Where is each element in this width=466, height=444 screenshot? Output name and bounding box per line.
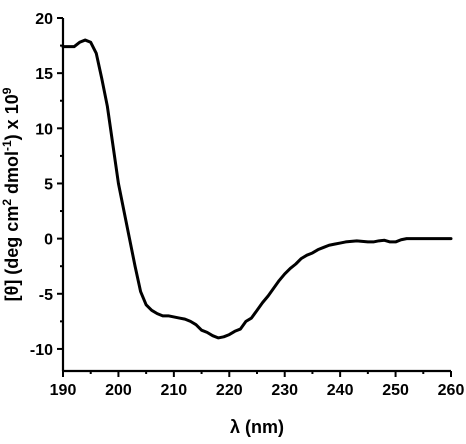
y-label-tail: ) x 10 <box>2 94 22 140</box>
x-tick-label-230: 230 <box>271 382 298 399</box>
x-ticks: 190 200 210 220 230 240 250 260 <box>50 371 465 399</box>
y-tick-label-0: 0 <box>44 232 53 249</box>
y-tick-label-10: 10 <box>35 121 53 138</box>
x-tick-label-240: 240 <box>327 382 354 399</box>
y-tick-label--5: -5 <box>39 287 53 304</box>
y-ticks: -10 -5 0 5 10 15 20 <box>30 11 63 359</box>
x-tick-label-210: 210 <box>161 382 188 399</box>
y-tick-label-15: 15 <box>35 66 53 83</box>
y-axis-label: [θ] (deg cm2 dmol-1) x 109 <box>0 87 22 301</box>
y-label-main: [θ] (deg cm <box>2 206 22 302</box>
series-line <box>61 38 453 340</box>
y-tick-label-5: 5 <box>44 176 53 193</box>
x-tick-label-200: 200 <box>105 382 132 399</box>
y-label-sup-1: 2 <box>0 199 14 206</box>
x-axis-label: λ (nm) <box>230 417 284 437</box>
x-tick-label-260: 260 <box>438 382 465 399</box>
y-tick-label--10: -10 <box>30 342 53 359</box>
y-tick-label-20: 20 <box>35 11 53 28</box>
x-tick-label-190: 190 <box>50 382 77 399</box>
y-label-sup-3: 9 <box>0 87 14 94</box>
x-tick-label-250: 250 <box>382 382 409 399</box>
x-tick-label-220: 220 <box>216 382 243 399</box>
y-label-sup-2: -1 <box>0 140 14 151</box>
y-label-mid: dmol <box>2 151 22 199</box>
